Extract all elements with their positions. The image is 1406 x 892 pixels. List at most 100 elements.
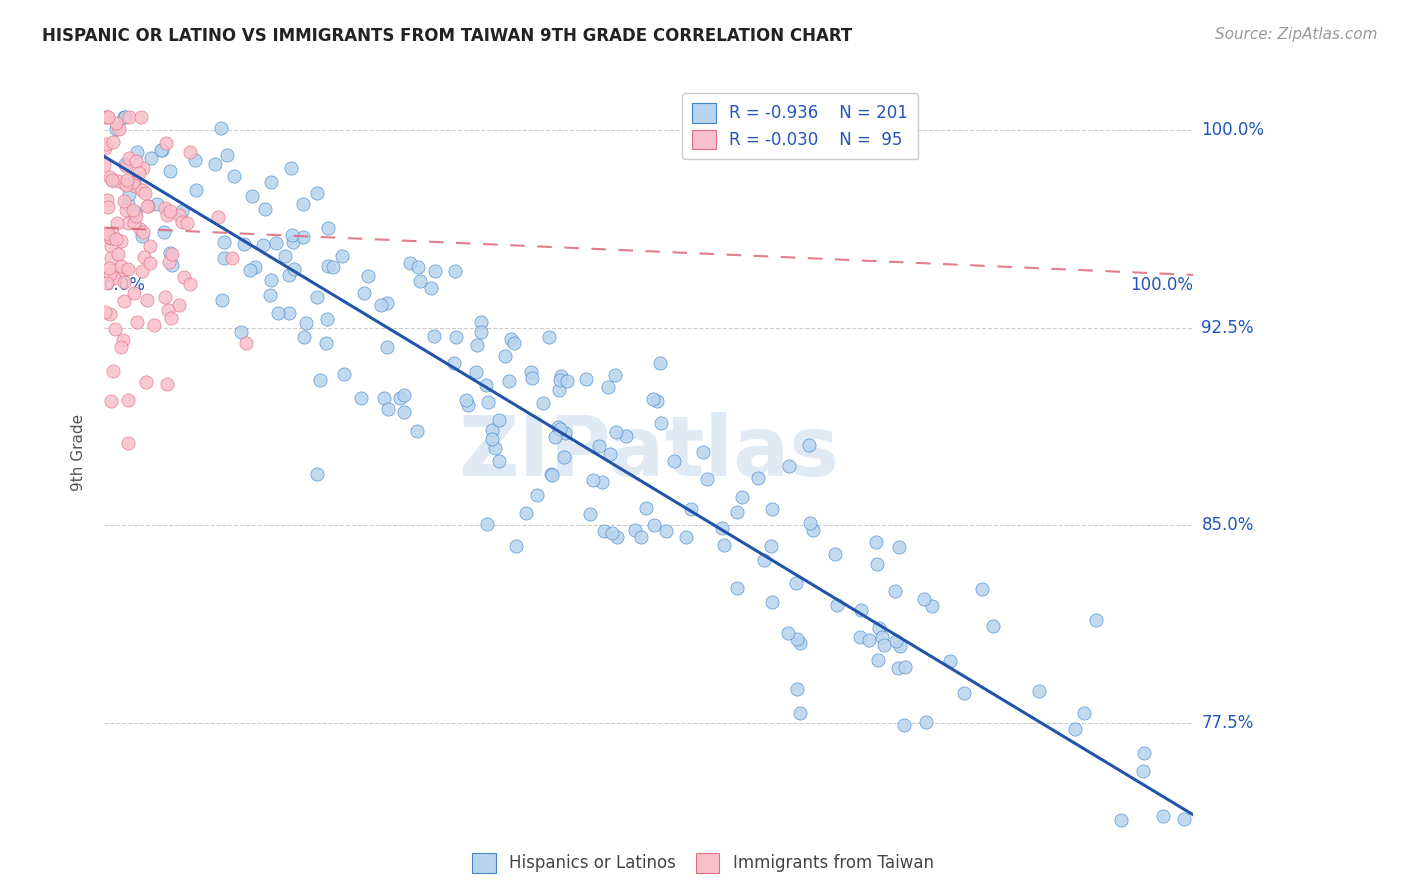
Point	[160, 311, 183, 326]
Point	[150, 143, 173, 157]
Point	[98, 169, 121, 184]
Point	[422, 328, 444, 343]
Point	[146, 197, 169, 211]
Point	[887, 660, 910, 674]
Point	[654, 524, 676, 538]
Text: 92.5%: 92.5%	[1202, 318, 1254, 336]
Point	[117, 216, 139, 230]
Point	[786, 681, 808, 696]
Point	[124, 179, 146, 194]
Point	[104, 232, 127, 246]
Point	[292, 230, 315, 244]
Point	[159, 164, 181, 178]
Point	[470, 315, 492, 329]
Point	[170, 215, 193, 229]
Text: 0.0%: 0.0%	[104, 277, 146, 294]
Point	[475, 378, 498, 392]
Point	[101, 172, 124, 186]
Point	[136, 199, 159, 213]
Point	[457, 398, 479, 412]
Point	[117, 196, 139, 211]
Point	[139, 151, 162, 165]
Point	[215, 148, 238, 162]
Point	[316, 220, 339, 235]
Point	[475, 517, 498, 532]
Point	[124, 285, 146, 300]
Point	[122, 175, 145, 189]
Point	[114, 157, 136, 171]
Point	[112, 110, 135, 124]
Point	[162, 258, 184, 272]
Point	[526, 488, 548, 502]
Point	[316, 312, 339, 326]
Point	[292, 330, 315, 344]
Point	[96, 276, 118, 290]
Point	[110, 234, 132, 248]
Point	[914, 715, 936, 730]
Point	[1173, 812, 1195, 826]
Point	[98, 308, 121, 322]
Point	[662, 454, 685, 468]
Point	[849, 603, 872, 617]
Point	[540, 467, 562, 482]
Point	[235, 336, 257, 351]
Point	[101, 230, 124, 244]
Point	[179, 145, 201, 159]
Point	[103, 270, 125, 285]
Point	[155, 290, 177, 304]
Point	[122, 216, 145, 230]
Point	[122, 175, 145, 189]
Point	[131, 229, 153, 244]
Point	[624, 523, 647, 537]
Point	[132, 225, 155, 239]
Point	[114, 110, 136, 124]
Point	[112, 275, 135, 289]
Point	[104, 322, 127, 336]
Point	[112, 263, 135, 277]
Point	[207, 211, 229, 225]
Point	[423, 264, 446, 278]
Point	[267, 306, 290, 320]
Point	[1064, 722, 1087, 736]
Point	[283, 261, 305, 276]
Point	[309, 373, 332, 387]
Point	[221, 252, 243, 266]
Point	[134, 186, 156, 200]
Point	[643, 518, 665, 533]
Point	[170, 204, 193, 219]
Point	[889, 639, 911, 653]
Point	[505, 540, 527, 554]
Point	[515, 506, 537, 520]
Point	[394, 405, 416, 419]
Point	[242, 189, 264, 203]
Point	[1028, 684, 1050, 698]
Point	[531, 396, 554, 410]
Point	[112, 194, 135, 208]
Point	[94, 141, 117, 155]
Point	[606, 530, 628, 544]
Point	[481, 423, 503, 437]
Point	[157, 255, 180, 269]
Point	[97, 200, 120, 214]
Point	[406, 260, 429, 275]
Point	[370, 298, 392, 312]
Point	[281, 227, 304, 242]
Point	[150, 144, 173, 158]
Point	[711, 521, 734, 535]
Point	[675, 530, 697, 544]
Point	[110, 340, 132, 354]
Point	[725, 505, 748, 519]
Point	[1132, 764, 1154, 778]
Point	[1109, 813, 1132, 827]
Point	[277, 268, 299, 282]
Point	[636, 500, 658, 515]
Point	[107, 246, 129, 260]
Point	[100, 239, 122, 253]
Point	[125, 153, 148, 168]
Point	[138, 256, 160, 270]
Point	[377, 402, 399, 417]
Point	[865, 558, 887, 572]
Point	[648, 356, 671, 370]
Point	[277, 306, 299, 320]
Point	[103, 135, 125, 149]
